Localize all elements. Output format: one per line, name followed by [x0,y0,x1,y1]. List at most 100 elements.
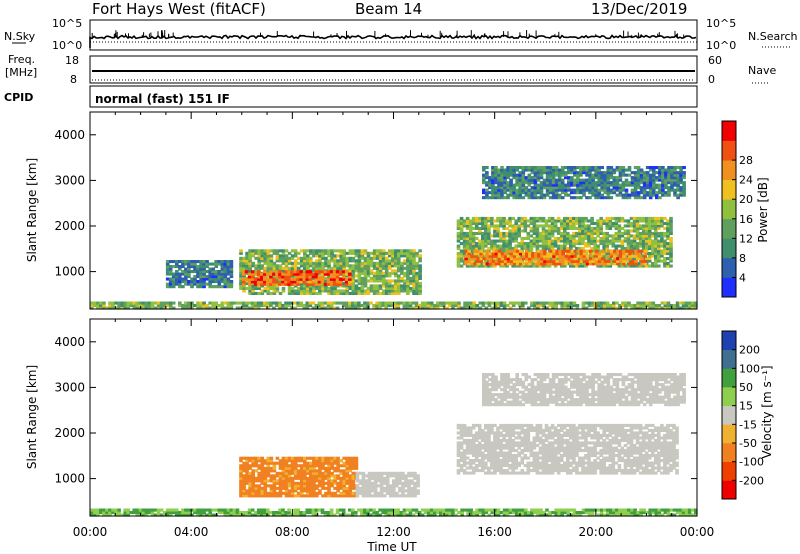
heatmap-cell [645,183,650,187]
heatmap-cell [238,511,243,515]
heatmap-cell [242,491,246,495]
heatmap-cell [541,264,546,268]
heatmap-cell [284,249,289,253]
heatmap-cell [508,301,513,305]
heatmap-cell [587,511,592,515]
heatmap-cell [475,511,479,515]
heatmap-cell [523,244,528,248]
heatmap-cell [287,280,291,284]
heatmap-cell [141,304,146,308]
heatmap-cell [635,242,640,246]
heatmap-cell [503,257,508,261]
heatmap-cell [651,264,655,268]
heatmap-cell [318,256,322,260]
heatmap-cell [135,304,140,308]
heatmap-cell [381,261,386,265]
heatmap-cell [505,231,509,235]
heatmap-cell [639,186,644,190]
heatmap-cell [635,229,640,233]
heatmap-cell [576,176,580,180]
heatmap-cell [462,242,467,246]
heatmap-cell [681,301,686,305]
heatmap-cell [572,236,576,240]
heatmap-cell [317,304,322,308]
heatmap-cell [654,511,659,515]
heatmap-cell [266,254,271,258]
heatmap-cell [590,511,595,515]
heatmap-cell [503,183,507,187]
heatmap-cell [220,301,225,305]
heatmap-cell [448,304,452,308]
heatmap-cell [487,304,492,308]
heatmap-cell [563,242,567,246]
heatmap-cell [540,252,544,256]
heatmap-cell [572,264,576,268]
heatmap-cell [187,282,191,286]
heatmap-cell [339,284,343,288]
heatmap-cell [522,262,526,266]
colorbar-swatch [722,257,736,278]
heatmap-cell [590,508,595,512]
heatmap-cell [220,272,225,276]
heatmap-cell [175,272,179,276]
heatmap-cell [290,494,295,498]
heatmap-cell [657,242,661,246]
heatmap-cell [502,236,506,240]
heatmap-cell [303,251,307,255]
heatmap-cell [147,511,152,515]
heatmap-cell [529,226,534,230]
heatmap-cell [318,459,322,463]
heatmap-cell [414,304,419,308]
heatmap-cell [572,511,577,515]
heatmap-cell [363,289,368,293]
heatmap-cell [550,234,555,238]
heatmap-cell [551,511,555,515]
heatmap-cell [539,181,544,185]
heatmap-cell [244,277,249,281]
heatmap-cell [621,193,626,197]
heatmap-cell [658,183,662,187]
heatmap-cell [332,275,337,279]
heatmap-cell [339,251,343,255]
heatmap-cell [569,239,573,243]
heatmap-cell [515,188,519,192]
heatmap-cell [567,181,571,185]
heatmap-cell [651,511,656,515]
heatmap-cell [315,261,319,265]
heatmap-cell [497,183,501,187]
heatmap-cell [590,236,594,240]
heatmap-cell [575,304,580,308]
heatmap-cell [617,224,622,228]
heatmap-cell [520,244,525,248]
heatmap-cell [579,196,583,200]
heatmap-cell [327,274,331,278]
heatmap-cell [399,301,404,305]
heatmap-cell [490,239,494,243]
heatmap-cell [485,181,489,185]
heatmap-cell [260,272,264,276]
heatmap-cell [241,270,246,274]
heatmap-cell [312,269,316,273]
heatmap-cell [670,176,674,180]
heatmap-cell [309,494,313,498]
heatmap-cell [669,244,673,248]
heatmap-cell [260,471,265,475]
heatmap-cell [591,193,595,197]
heatmap-cell [187,270,191,274]
heatmap-cell [269,249,274,253]
heatmap-cell [547,226,552,230]
heatmap-cell [366,301,370,305]
heatmap-cell [278,256,283,260]
heatmap-cell [505,244,509,248]
heatmap-cell [418,269,422,273]
heatmap-cell [560,181,565,185]
heatmap-cell [588,171,592,175]
heatmap-cell [585,168,589,172]
heatmap-cell [530,508,534,512]
heatmap-cell [247,280,252,284]
heatmap-cell [664,173,668,177]
heatmap-cell [460,511,464,515]
heatmap-cell [415,271,419,275]
heatmap-cell [278,275,282,279]
heatmap-cell [465,226,470,230]
